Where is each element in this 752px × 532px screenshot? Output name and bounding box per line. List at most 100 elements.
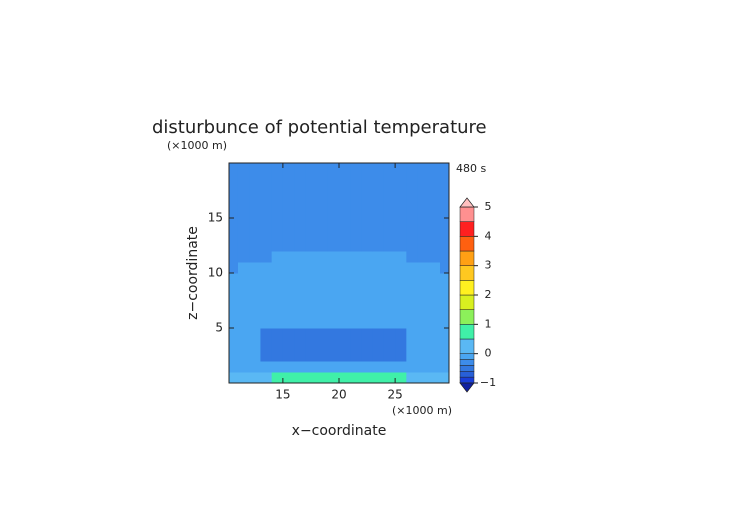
contour-cell (383, 273, 396, 285)
contour-cell (428, 295, 441, 307)
contour-cell (316, 306, 329, 318)
contour-cell (406, 185, 419, 197)
contour-cell (294, 196, 306, 208)
contour-cell (395, 361, 407, 373)
contour-cell (383, 163, 396, 175)
contour-cell (428, 317, 441, 329)
contour-cell (260, 240, 273, 252)
contour-cell (350, 350, 362, 362)
contour-cell (282, 240, 295, 252)
colorbar-segment (459, 280, 475, 296)
contour-cell (428, 262, 441, 274)
contour-cell (229, 273, 239, 285)
contour-cell (282, 229, 295, 241)
contour-cell (361, 328, 374, 340)
contour-cell (229, 207, 239, 219)
contour-cell (417, 295, 430, 307)
contour-cell (305, 174, 318, 186)
colorbar-tick-label: 3 (485, 259, 492, 272)
contour-cell (282, 306, 295, 318)
colorbar-tick-label: 0 (485, 347, 492, 360)
contour-cell (372, 229, 385, 241)
colorbar-segment (459, 309, 475, 325)
contour-cell (372, 273, 385, 285)
contour-cell (282, 372, 295, 383)
contour-cell (339, 218, 351, 230)
contour-cell (350, 174, 362, 186)
contour-cell (440, 185, 449, 197)
contour-cell (305, 361, 318, 373)
colorbar-segment (459, 359, 475, 366)
contour-cell (440, 350, 449, 362)
colorbar-segment (459, 338, 475, 354)
contour-cell (229, 361, 239, 373)
contour-cell (428, 328, 441, 340)
contour-cell (237, 372, 250, 383)
contour-cell (294, 262, 306, 274)
contour-cell (237, 306, 250, 318)
contour-cell (271, 328, 284, 340)
contour-cell (372, 339, 385, 351)
contour-cell (428, 284, 441, 296)
contour-cell (395, 339, 407, 351)
colorbar-segment (459, 294, 475, 310)
contour-cell (260, 295, 273, 307)
contour-cell (260, 218, 273, 230)
contour-cell (428, 306, 441, 318)
contour-cell (372, 284, 385, 296)
contour-cell (327, 207, 340, 219)
contour-cell (294, 328, 306, 340)
contour-cell (316, 163, 329, 175)
contour-cell (440, 163, 449, 175)
contour-cell (237, 361, 250, 373)
colorbar-tick-label: 4 (485, 229, 492, 242)
contour-cell (406, 163, 419, 175)
contour-cell (417, 328, 430, 340)
contour-cell (383, 229, 396, 241)
contour-cell (271, 339, 284, 351)
contour-cell (350, 372, 362, 383)
contour-cell (237, 262, 250, 274)
contour-cell (361, 240, 374, 252)
contour-cell (271, 207, 284, 219)
contour-cell (271, 163, 284, 175)
contour-cell (271, 218, 284, 230)
contour-cell (395, 328, 407, 340)
contour-cell (294, 229, 306, 241)
contour-cell (316, 328, 329, 340)
contour-cell (440, 229, 449, 241)
contour-cell (383, 196, 396, 208)
contour-cell (229, 229, 239, 241)
contour-cell (237, 339, 250, 351)
contour-cell (406, 328, 419, 340)
contour-cell (237, 350, 250, 362)
contour-cell (237, 229, 250, 241)
contour-cell (417, 262, 430, 274)
contour-cell (372, 185, 385, 197)
contour-cell (428, 251, 441, 263)
contour-cell (305, 185, 318, 197)
contour-cell (406, 284, 419, 296)
colorbar-segment (459, 221, 475, 237)
colorbar-segment (459, 376, 475, 384)
contour-cell (282, 339, 295, 351)
contour-cell (316, 361, 329, 373)
contour-cell (282, 317, 295, 329)
contour-cell (282, 273, 295, 285)
contour-cell (440, 262, 449, 274)
contour-cell (406, 207, 419, 219)
colorbar-segment (459, 353, 475, 360)
contour-cell (350, 361, 362, 373)
contour-cell (260, 163, 273, 175)
contour-cell (260, 306, 273, 318)
contour-cell (395, 229, 407, 241)
contour-cell (305, 251, 318, 263)
contour-cell (305, 207, 318, 219)
contour-cell (305, 339, 318, 351)
contour-cell (417, 218, 430, 230)
contour-cell (361, 185, 374, 197)
contour-cell (383, 372, 396, 383)
contour-cell (260, 251, 273, 263)
contour-cell (339, 229, 351, 241)
